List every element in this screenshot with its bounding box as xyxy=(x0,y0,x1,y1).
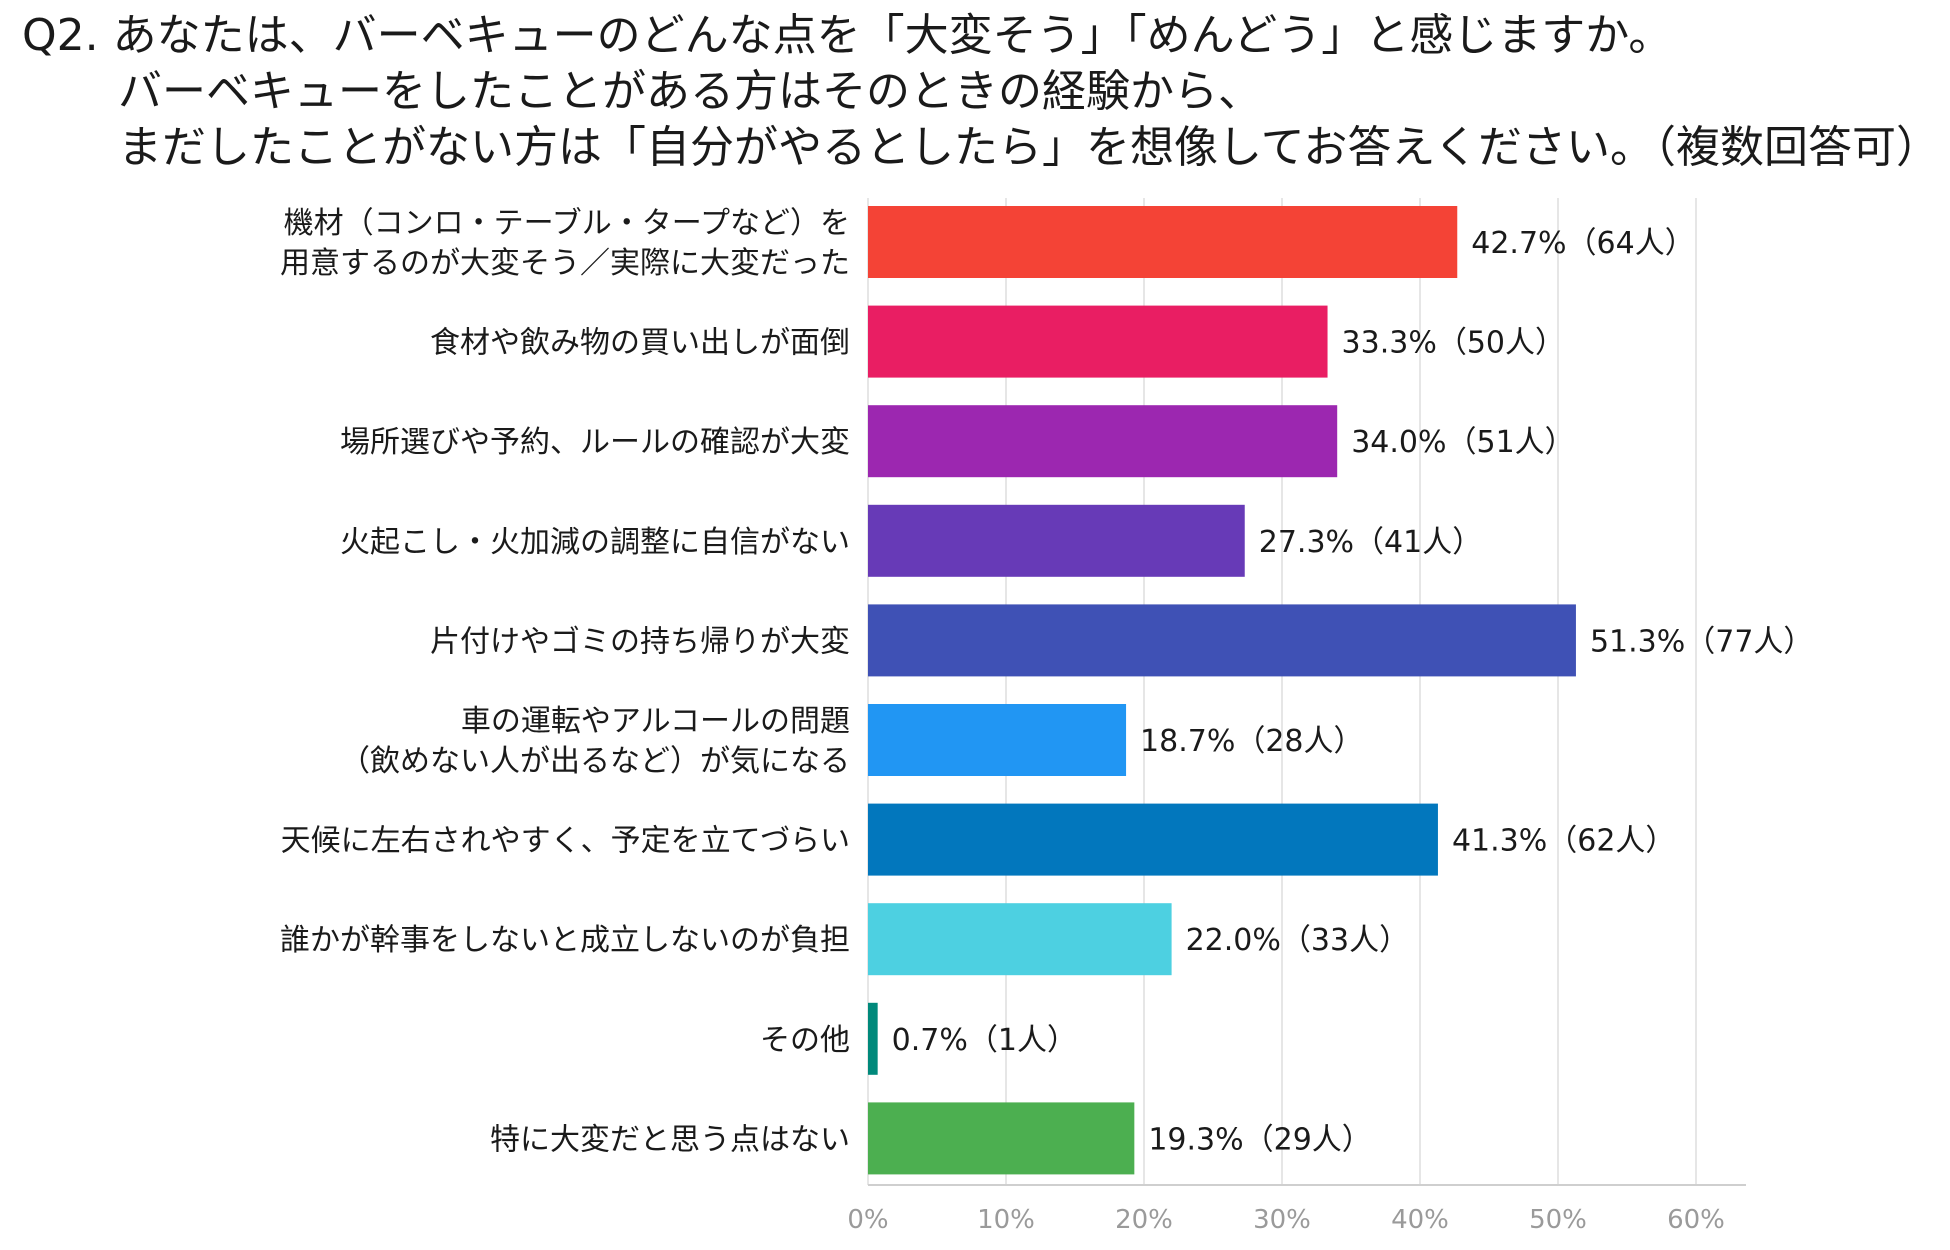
category-label-1-line-1: 機材（コンロ・テーブル・タープなど）を xyxy=(284,206,850,241)
tick-label-60: 60% xyxy=(1667,1205,1725,1235)
data-label-1: 42.7%（64人） xyxy=(1471,226,1694,261)
data-label-7: 41.3%（62人） xyxy=(1452,824,1675,859)
category-label-2: 食材や飲み物の買い出しが面倒 xyxy=(430,326,850,361)
bar-2 xyxy=(868,305,1328,378)
bar-9 xyxy=(868,1002,878,1075)
category-label-6-line-2: （飲めない人が出るなど）が気になる xyxy=(340,744,850,779)
bar-7 xyxy=(868,803,1438,876)
tick-label-20: 20% xyxy=(1115,1205,1173,1235)
bar-5 xyxy=(868,604,1576,677)
bar-8 xyxy=(868,903,1172,976)
category-label-1-line-2: 用意するのが大変そう／実際に大変だった xyxy=(280,246,850,281)
category-label-9: その他 xyxy=(760,1023,850,1058)
question-line-2: バーベキューをしたことがある方はそのときの経験から、 xyxy=(118,66,1262,117)
category-label-10: 特に大変だと思う点はない xyxy=(490,1122,850,1157)
question-line-1: Q2. あなたは、バーベキューのどんな点を「大変そう」「めんどう」と感じますか。 xyxy=(22,10,1673,61)
category-label-6-line-1: 車の運転やアルコールの問題 xyxy=(461,704,850,739)
category-label-8: 誰かが幹事をしないと成立しないのが負担 xyxy=(280,923,850,958)
x-axis-ticks: 0% 10% 20% 30% 40% 50% 60% xyxy=(847,1205,1725,1235)
data-label-10: 19.3%（29人） xyxy=(1148,1122,1371,1157)
question-line-3: まだしたことがない方は「自分がやるとしたら」を想像してお答えください。（複数回答… xyxy=(118,122,1941,173)
data-label-8: 22.0%（33人） xyxy=(1186,923,1409,958)
category-label-5: 片付けやゴミの持ち帰りが大変 xyxy=(430,624,850,659)
tick-label-30: 30% xyxy=(1253,1205,1311,1235)
bar-6 xyxy=(868,704,1127,776)
bar-10 xyxy=(868,1102,1135,1175)
bar-3 xyxy=(868,405,1338,478)
labels: 42.7%（64人） 機材（コンロ・テーブル・タープなど）を用意するのが大変そう／… xyxy=(280,206,1813,1157)
category-label-3: 場所選びや予約、ルールの確認が大変 xyxy=(340,425,850,460)
bar-1 xyxy=(868,206,1458,278)
category-label-7: 天候に左右されやすく、予定を立てづらい xyxy=(281,824,850,859)
data-label-5: 51.3%（77人） xyxy=(1590,624,1813,659)
data-label-3: 34.0%（51人） xyxy=(1351,425,1574,460)
data-label-9: 0.7%（1人） xyxy=(892,1023,1077,1058)
category-label-4: 火起こし・火加減の調整に自信がない xyxy=(340,525,850,560)
data-label-6: 18.7%（28人） xyxy=(1140,724,1363,759)
tick-label-0: 0% xyxy=(847,1205,888,1235)
tick-label-40: 40% xyxy=(1391,1205,1449,1235)
bar-4 xyxy=(868,504,1245,577)
data-label-4: 27.3%（41人） xyxy=(1259,525,1482,560)
tick-label-50: 50% xyxy=(1529,1205,1587,1235)
tick-label-10: 10% xyxy=(977,1205,1035,1235)
question-text: Q2. あなたは、バーベキューのどんな点を「大変そう」「めんどう」と感じますか。… xyxy=(22,8,1942,176)
data-label-2: 33.3%（50人） xyxy=(1342,326,1565,361)
bars xyxy=(868,206,1576,1175)
